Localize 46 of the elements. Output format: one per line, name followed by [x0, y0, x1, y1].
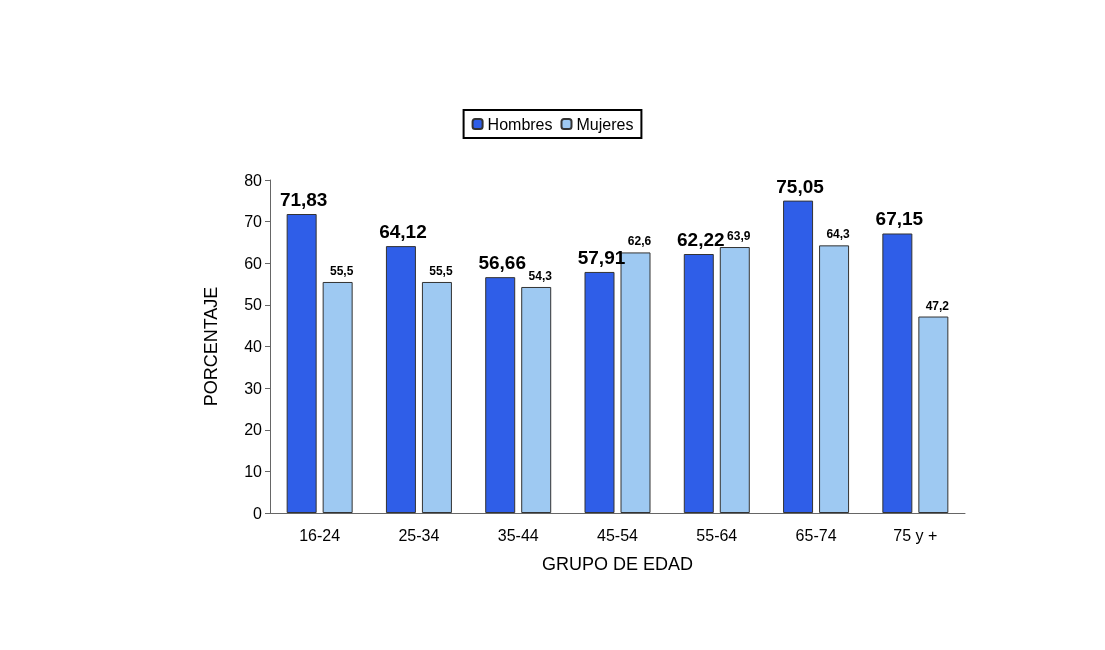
y-tick-label: 10 [244, 462, 263, 480]
y-tick-label: 70 [244, 213, 263, 231]
bar [286, 214, 317, 513]
bar [521, 286, 552, 513]
data-label: 56,66 [478, 252, 526, 274]
y-tick-label: 20 [244, 421, 263, 439]
bar [485, 277, 516, 513]
x-tick-label: 55-64 [696, 526, 738, 544]
data-label: 64,3 [826, 227, 851, 242]
data-label: 54,3 [528, 268, 553, 283]
bar [783, 200, 814, 513]
y-tick-label: 30 [244, 379, 263, 397]
bar [421, 281, 452, 513]
x-tick-label: 25-34 [398, 526, 440, 544]
y-tick-label: 60 [244, 254, 263, 272]
data-label: 62,22 [677, 229, 725, 251]
bar [322, 281, 353, 513]
x-axis-title: GRUPO DE EDAD [541, 554, 694, 574]
x-tick-label: 16-24 [299, 526, 341, 544]
x-tick-label: 75 y + [893, 526, 938, 544]
bar [683, 254, 714, 513]
data-label: 47,2 [925, 298, 950, 313]
data-label: 64,12 [379, 221, 427, 243]
bar [819, 245, 850, 513]
bar [584, 271, 615, 513]
data-label: 62,6 [627, 234, 652, 249]
data-label: 63,9 [727, 229, 751, 244]
x-tick-label: 65-74 [795, 526, 837, 544]
legend-label: Mujeres [576, 115, 634, 133]
y-tick-label: 40 [244, 338, 263, 355]
y-axis-title: PORCENTAJE [201, 286, 221, 407]
y-tick-label: 0 [253, 504, 263, 522]
x-tick-label: 35-44 [497, 526, 539, 544]
bar [719, 247, 750, 513]
legend-label: Hombres [487, 115, 553, 133]
x-tick-label: 45-54 [597, 526, 639, 544]
bar [918, 316, 949, 513]
data-label: 55,5 [429, 263, 453, 278]
y-tick-label: 80 [244, 171, 263, 189]
y-tick-label: 50 [244, 296, 263, 314]
data-label: 75,05 [776, 175, 825, 197]
data-label: 55,5 [329, 263, 354, 278]
bar [882, 233, 913, 513]
data-label: 71,83 [279, 189, 328, 211]
bar [385, 246, 416, 513]
data-label: 67,15 [875, 208, 924, 230]
